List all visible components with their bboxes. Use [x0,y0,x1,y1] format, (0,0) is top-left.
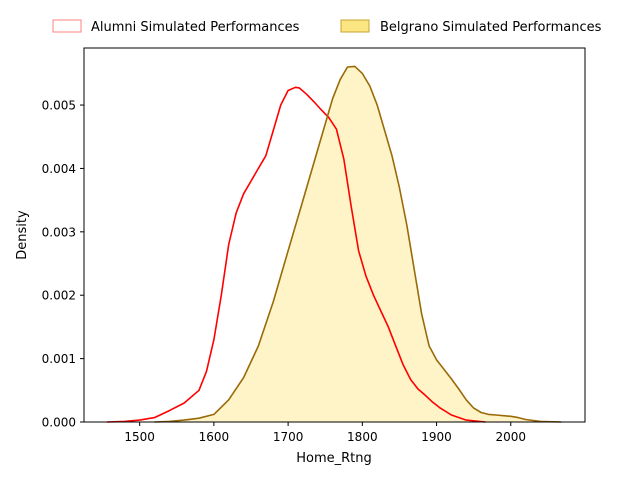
y-tick-label: 0.004 [42,162,76,176]
series-line-0 [106,86,486,423]
x-tick-label: 1900 [421,430,452,444]
legend-swatch-alumni [52,19,82,33]
x-tick-label: 1500 [124,430,155,444]
series-line-1 [154,65,562,423]
legend: Alumni Simulated Performances Belgrano S… [52,19,602,35]
y-tick-label: 0.003 [42,225,76,239]
x-tick-label: 1600 [199,430,230,444]
legend-label-belgrano: Belgrano Simulated Performances [380,20,602,35]
x-tick-label: 1800 [347,430,378,444]
x-tick-label: 1700 [273,430,304,444]
x-axis: 1500 1600 1700 1800 1900 2000 [124,422,526,444]
y-axis-label: Density [15,210,30,260]
axes-frame [83,47,586,423]
legend-label-alumni: Alumni Simulated Performances [91,20,300,35]
y-tick-label: 0.000 [42,416,76,430]
x-axis-label: Home_Rtng [296,451,372,466]
y-tick-label: 0.002 [42,289,76,303]
y-tick-label: 0.001 [42,352,76,366]
legend-swatch-belgrano [340,19,370,33]
plot-area [106,65,562,423]
y-tick-label: 0.005 [42,99,76,113]
x-tick-label: 2000 [496,430,527,444]
y-axis: 0.000 0.001 0.002 0.003 0.004 0.005 [42,99,84,430]
